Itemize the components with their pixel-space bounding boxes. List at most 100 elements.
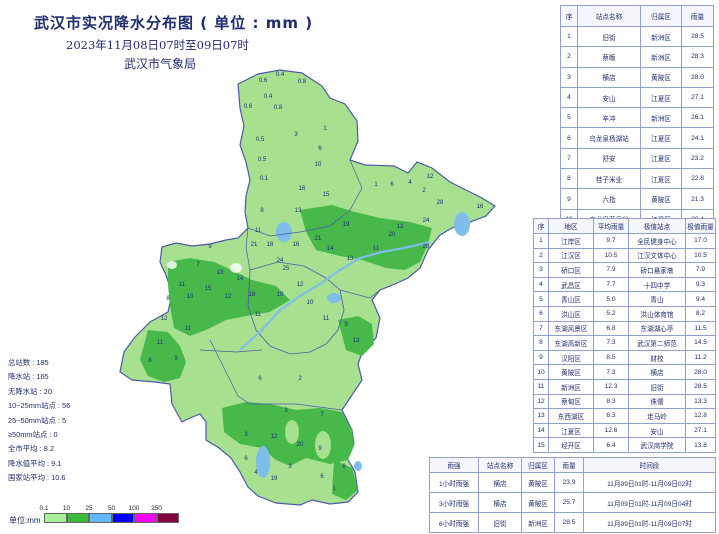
table-cell: 黄陂区 (640, 188, 682, 210)
table-cell: 5 (533, 291, 549, 307)
stat-city-average: 全市平均 : 8.2 (8, 444, 54, 454)
station-value-label: 3 (288, 464, 292, 470)
lake (327, 293, 341, 303)
table-cell: 9.7 (593, 233, 629, 249)
station-value-label: 11 (185, 326, 192, 332)
table-cell: 3 (560, 66, 578, 88)
table-row: 7 舒安 江夏区 23.2 (560, 147, 714, 170)
band-southeast (332, 460, 358, 500)
station-value-label: 12 (161, 316, 168, 322)
table-cell: 武汉商学院 (628, 437, 686, 453)
table-cell: 7 (533, 320, 549, 337)
page-title: 武汉市实况降水分布图 ( 单位 : mm ) (34, 14, 314, 32)
station-value-label: 1 (332, 486, 336, 492)
table-cell: 3小时雨强 (429, 492, 479, 513)
summary-stats: 总站数 : 185 降水站 : 165 无降水站 : 20 10~25mm站点 … (8, 356, 70, 486)
table-header-row: 序 站点名称 归属区 雨量 (560, 5, 714, 27)
table-cell: 十四中学 (628, 276, 686, 293)
legend-swatch (111, 513, 134, 523)
table-cell: 黄陂区 (521, 492, 555, 513)
table-cell: 6小时雨强 (429, 512, 479, 533)
table-row: 6 乌龙泉杨湖站 江夏区 24.1 (560, 127, 714, 149)
legend-tick: 250 (151, 505, 162, 512)
station-value-label: 21 (315, 236, 322, 242)
table-cell: 11 (533, 378, 549, 395)
table-cell: 26.1 (681, 107, 714, 129)
table-cell: 17.0 (685, 233, 716, 249)
table-cell: 12.6 (593, 422, 629, 439)
dry-spot (230, 263, 242, 273)
table-cell: 23.2 (681, 147, 714, 170)
station-value-label: 7 (196, 262, 200, 268)
table-cell: 硚口区 (548, 262, 594, 278)
station-value-label: 6 (320, 474, 324, 480)
table-row: 13 东西湖区 6.3 走马岭 12.8 (533, 408, 716, 424)
table-cell: 武汉第二师范 (628, 335, 686, 351)
table-cell: 1 (533, 233, 549, 249)
table-cell: 安山 (577, 86, 641, 109)
table-cell: 1小时雨强 (429, 472, 479, 493)
table-cell: 7.3 (593, 364, 629, 380)
col-header: 时间段 (583, 457, 716, 473)
station-value-label: 16 (299, 186, 306, 192)
station-value-label: 8 (166, 296, 170, 302)
station-value-label: 20 (389, 232, 396, 238)
stat-10-25: 10~25mm站点 : 56 (8, 401, 71, 411)
table-cell: 洪山区 (548, 305, 594, 322)
district-border (209, 339, 343, 411)
table-row: 3小时雨强 横店 黄陂区 25.7 11月09日01时-11月09日04时 (429, 492, 716, 513)
stat-total-stations: 总站数 : 185 (8, 358, 49, 367)
station-value-label: 12 (297, 282, 304, 288)
table-cell: 4 (533, 276, 549, 293)
table-cell: 7.7 (593, 276, 629, 293)
table-cell: 8.5 (593, 349, 629, 366)
table-cell: 12 (533, 393, 549, 410)
intensity-table: 雨强 站点名称 归属区 雨量 时间段 1小时雨强 横店 黄陂区 23.9 11月09日0… (429, 457, 716, 533)
table-cell: 6 (533, 305, 549, 322)
table-cell: 10 (533, 364, 549, 380)
table-cell: 六指 (577, 188, 641, 210)
station-value-label: 3 (284, 408, 288, 414)
legend-ticks: 0.1 10 25 50 100 250 (38, 505, 188, 515)
station-value-label: 6 (258, 376, 262, 382)
station-value-label: 3 (244, 432, 248, 438)
table-cell: 新洲区 (521, 512, 555, 533)
station-value-label: 9 (318, 446, 322, 452)
table-cell: 新洲区 (640, 25, 682, 48)
station-value-label: 24 (277, 258, 284, 264)
legend-tick: 25 (85, 505, 93, 512)
table-row: 4 武昌区 7.7 十四中学 9.3 (533, 276, 716, 293)
table-row: 9 汉阳区 8.5 财校 11.2 (533, 349, 716, 366)
table-cell: 8.2 (685, 305, 716, 322)
station-value-label: 18 (267, 242, 274, 248)
station-value-label: 0.1 (260, 176, 269, 182)
dry-spot (285, 420, 299, 444)
station-value-label: 3 (294, 132, 298, 138)
stat-dry-stations: 无降水站 : 20 (8, 386, 52, 396)
station-value-label: 2 (298, 376, 302, 382)
station-value-label: 15 (205, 286, 212, 292)
col-header: 站点名称 (577, 5, 641, 27)
table-row: 9 六指 黄陂区 21.3 (560, 188, 714, 210)
band-west (168, 258, 290, 336)
table-cell: 11月09日01时-11月09日07时 (583, 512, 716, 533)
station-value-label: 0.8 (274, 105, 283, 111)
table-row: 3 硚口区 7.9 硚口悬家墩 7.9 (533, 262, 716, 278)
station-value-label: 11 (179, 282, 186, 288)
station-value-label: 9 (208, 244, 212, 250)
station-value-label: 11 (157, 340, 164, 346)
col-header: 序 (533, 218, 549, 234)
table-cell: 横店 (577, 66, 641, 88)
dry-spot (167, 261, 177, 269)
table-cell: 7.9 (593, 262, 629, 278)
table-cell: 经开区 (548, 437, 594, 453)
table-cell: 21.3 (681, 188, 714, 210)
lake (454, 212, 470, 236)
table-cell: 横店 (628, 364, 686, 380)
table-row: 6小时雨强 旧街 新洲区 28.5 11月09日01时-11月09日07时 (429, 512, 716, 533)
table-cell: 12.8 (685, 408, 716, 424)
table-row: 12 蔡甸区 8.3 侏儒 13.3 (533, 393, 716, 410)
station-value-label: 21 (251, 242, 258, 248)
legend-swatch (89, 513, 112, 523)
station-value-label: 20 (297, 442, 304, 448)
